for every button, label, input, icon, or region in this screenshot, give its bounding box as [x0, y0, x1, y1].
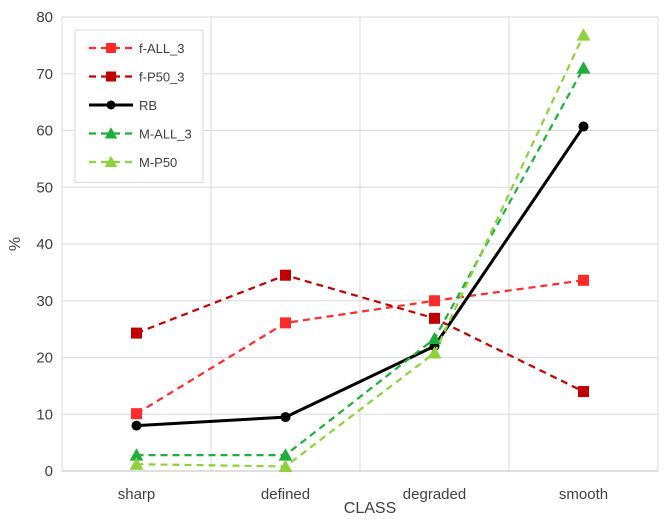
x-tick-label: defined: [261, 486, 310, 503]
series-line: [136, 34, 585, 468]
y-tick-label: 30: [36, 293, 53, 310]
series-m-all-3: [129, 61, 591, 461]
series-line: [135, 279, 584, 415]
y-tick-label: 80: [36, 9, 53, 26]
legend-label: f-ALL_3: [139, 41, 185, 56]
legend: f-ALL_3 f-P50_3 RB M-ALL_3 M-P50: [74, 29, 204, 183]
data-point-marker: [427, 346, 442, 359]
legend-label: f-P50_3: [139, 70, 185, 85]
gridlines: [61, 16, 659, 472]
data-point-marker: [578, 121, 589, 132]
series-lines: [129, 28, 591, 472]
data-point-marker: [104, 127, 118, 139]
series-f-all-3: [131, 274, 589, 420]
legend-item: f-ALL_3: [89, 41, 185, 56]
y-tick-label: 70: [36, 66, 53, 83]
legend-item: f-P50_3: [89, 70, 185, 85]
data-point-marker: [576, 61, 591, 74]
data-point-marker: [578, 386, 589, 398]
legend-item: RB: [89, 98, 157, 113]
y-tick-label: 0: [45, 463, 53, 480]
data-point-marker: [129, 448, 144, 461]
series-line: [136, 125, 585, 428]
data-point-marker: [578, 274, 589, 286]
data-point-marker: [131, 327, 142, 339]
data-point-marker: [429, 312, 440, 324]
data-point-marker: [278, 448, 293, 461]
data-point-marker: [280, 412, 291, 423]
y-tick-label: 20: [36, 350, 53, 367]
data-point-marker: [576, 28, 591, 41]
series-f-p50-3: [131, 269, 589, 398]
data-point-marker: [280, 317, 291, 329]
data-point-marker: [106, 71, 116, 82]
legend-label: M-ALL_3: [139, 127, 192, 142]
legend-item: M-P50: [89, 155, 177, 170]
x-tick-label: smooth: [559, 486, 608, 503]
data-point-marker: [278, 459, 293, 472]
legend-label: RB: [139, 98, 157, 113]
data-point-marker: [131, 408, 142, 420]
series-line: [136, 274, 584, 393]
data-point-marker: [429, 295, 440, 307]
data-point-marker: [106, 100, 116, 110]
y-axis-title: %: [7, 237, 24, 251]
legend-label: M-P50: [139, 155, 177, 170]
data-point-marker: [106, 43, 116, 53]
y-tick-label: 40: [36, 236, 53, 253]
series-m-p50: [129, 28, 591, 472]
data-point-marker: [129, 457, 144, 470]
axes: 0 10 20 30 40 50 60 70 80 sharp defined degraded smo…: [36, 9, 658, 503]
legend-item: M-ALL_3: [89, 127, 192, 142]
series-line: [136, 67, 585, 457]
x-tick-label: sharp: [118, 486, 156, 503]
x-axis-title: CLASS: [344, 500, 396, 517]
x-tick-label: degraded: [403, 486, 466, 503]
y-tick-label: 50: [36, 179, 53, 196]
data-point-marker: [427, 331, 442, 345]
data-point-marker: [104, 155, 118, 167]
y-tick-label: 60: [36, 123, 53, 140]
data-point-marker: [280, 269, 291, 281]
y-tick-label: 10: [36, 406, 53, 423]
data-point-marker: [131, 420, 142, 431]
